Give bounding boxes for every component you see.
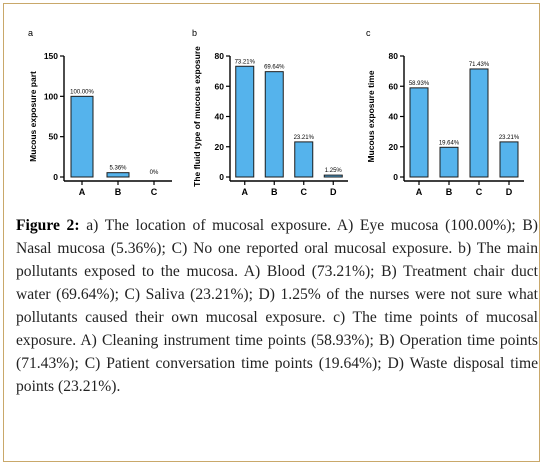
data-label: 71.43% bbox=[469, 62, 490, 68]
x-tick-label: B bbox=[446, 187, 453, 197]
y-tick-label: 80 bbox=[215, 51, 225, 61]
bar bbox=[70, 95, 94, 178]
chart-panel-b: b The fluid type of mucous exposure 0 20 40 6… bbox=[192, 28, 348, 197]
bar bbox=[264, 71, 284, 178]
y-axis-label: Mucous exposure part bbox=[28, 71, 38, 162]
data-label: 0% bbox=[150, 170, 159, 176]
y-tick-label: 0 bbox=[393, 172, 398, 182]
data-label: 5.36% bbox=[109, 166, 127, 172]
bar bbox=[323, 174, 343, 178]
y-tick-label: 0 bbox=[53, 172, 58, 182]
y-tick-label: 20 bbox=[215, 142, 225, 152]
x-tick-label: A bbox=[416, 187, 423, 197]
panel-letter: a bbox=[28, 28, 33, 38]
data-label: 69.64% bbox=[264, 65, 285, 71]
panel-letter: b bbox=[192, 28, 197, 38]
y-tick-label: 0 bbox=[219, 172, 224, 182]
y-tick-label: 150 bbox=[44, 51, 58, 61]
y-tick-label: 80 bbox=[389, 51, 399, 61]
chart-panel-a: a Mucous exposure part 0 50 100 150 A 100.00% B 5… bbox=[28, 28, 172, 197]
bar bbox=[469, 68, 489, 178]
x-tick-label: B bbox=[115, 187, 122, 197]
data-label: 100.00% bbox=[70, 89, 94, 95]
data-label: 23.21% bbox=[294, 135, 315, 141]
x-tick-label: A bbox=[242, 187, 249, 197]
y-tick-label: 60 bbox=[389, 81, 399, 91]
chart-panel-c: c Mucous exposure time 0 20 40 60 80 A 58.93% B 19… bbox=[366, 28, 524, 197]
bar bbox=[439, 146, 459, 178]
caption-label: Figure 2: bbox=[16, 217, 80, 234]
bar bbox=[294, 141, 314, 178]
x-tick-label: D bbox=[330, 187, 337, 197]
bar bbox=[409, 87, 429, 178]
bar bbox=[106, 172, 130, 178]
x-tick-label: A bbox=[79, 187, 86, 197]
bar bbox=[235, 65, 255, 178]
y-tick-label: 60 bbox=[215, 81, 225, 91]
data-label: 1.25% bbox=[325, 168, 343, 174]
y-tick-label: 100 bbox=[44, 91, 58, 101]
x-tick-label: C bbox=[476, 187, 483, 197]
x-tick-label: C bbox=[301, 187, 308, 197]
x-tick-label: D bbox=[506, 187, 513, 197]
panel-letter: c bbox=[366, 28, 371, 38]
bar bbox=[499, 141, 519, 178]
data-label: 73.21% bbox=[235, 59, 256, 65]
x-tick-label: B bbox=[271, 187, 278, 197]
data-label: 58.93% bbox=[409, 81, 430, 87]
x-tick-label: C bbox=[151, 187, 158, 197]
caption-text: a) The location of mucosal exposure. A) … bbox=[16, 217, 538, 395]
y-tick-label: 40 bbox=[215, 112, 225, 122]
figure-frame: a Mucous exposure part 0 50 100 150 A 100.00% B 5… bbox=[3, 3, 540, 462]
y-tick-label: 20 bbox=[389, 142, 399, 152]
figure-caption: Figure 2: a) The location of mucosal exp… bbox=[16, 214, 538, 398]
y-axis-label: Mucous exposure time bbox=[366, 70, 376, 162]
data-label: 23.21% bbox=[499, 135, 520, 141]
data-label: 19.64% bbox=[439, 140, 460, 146]
y-axis-label: The fluid type of mucous exposure bbox=[192, 46, 202, 187]
y-tick-label: 50 bbox=[49, 132, 59, 142]
y-tick-label: 40 bbox=[389, 112, 399, 122]
